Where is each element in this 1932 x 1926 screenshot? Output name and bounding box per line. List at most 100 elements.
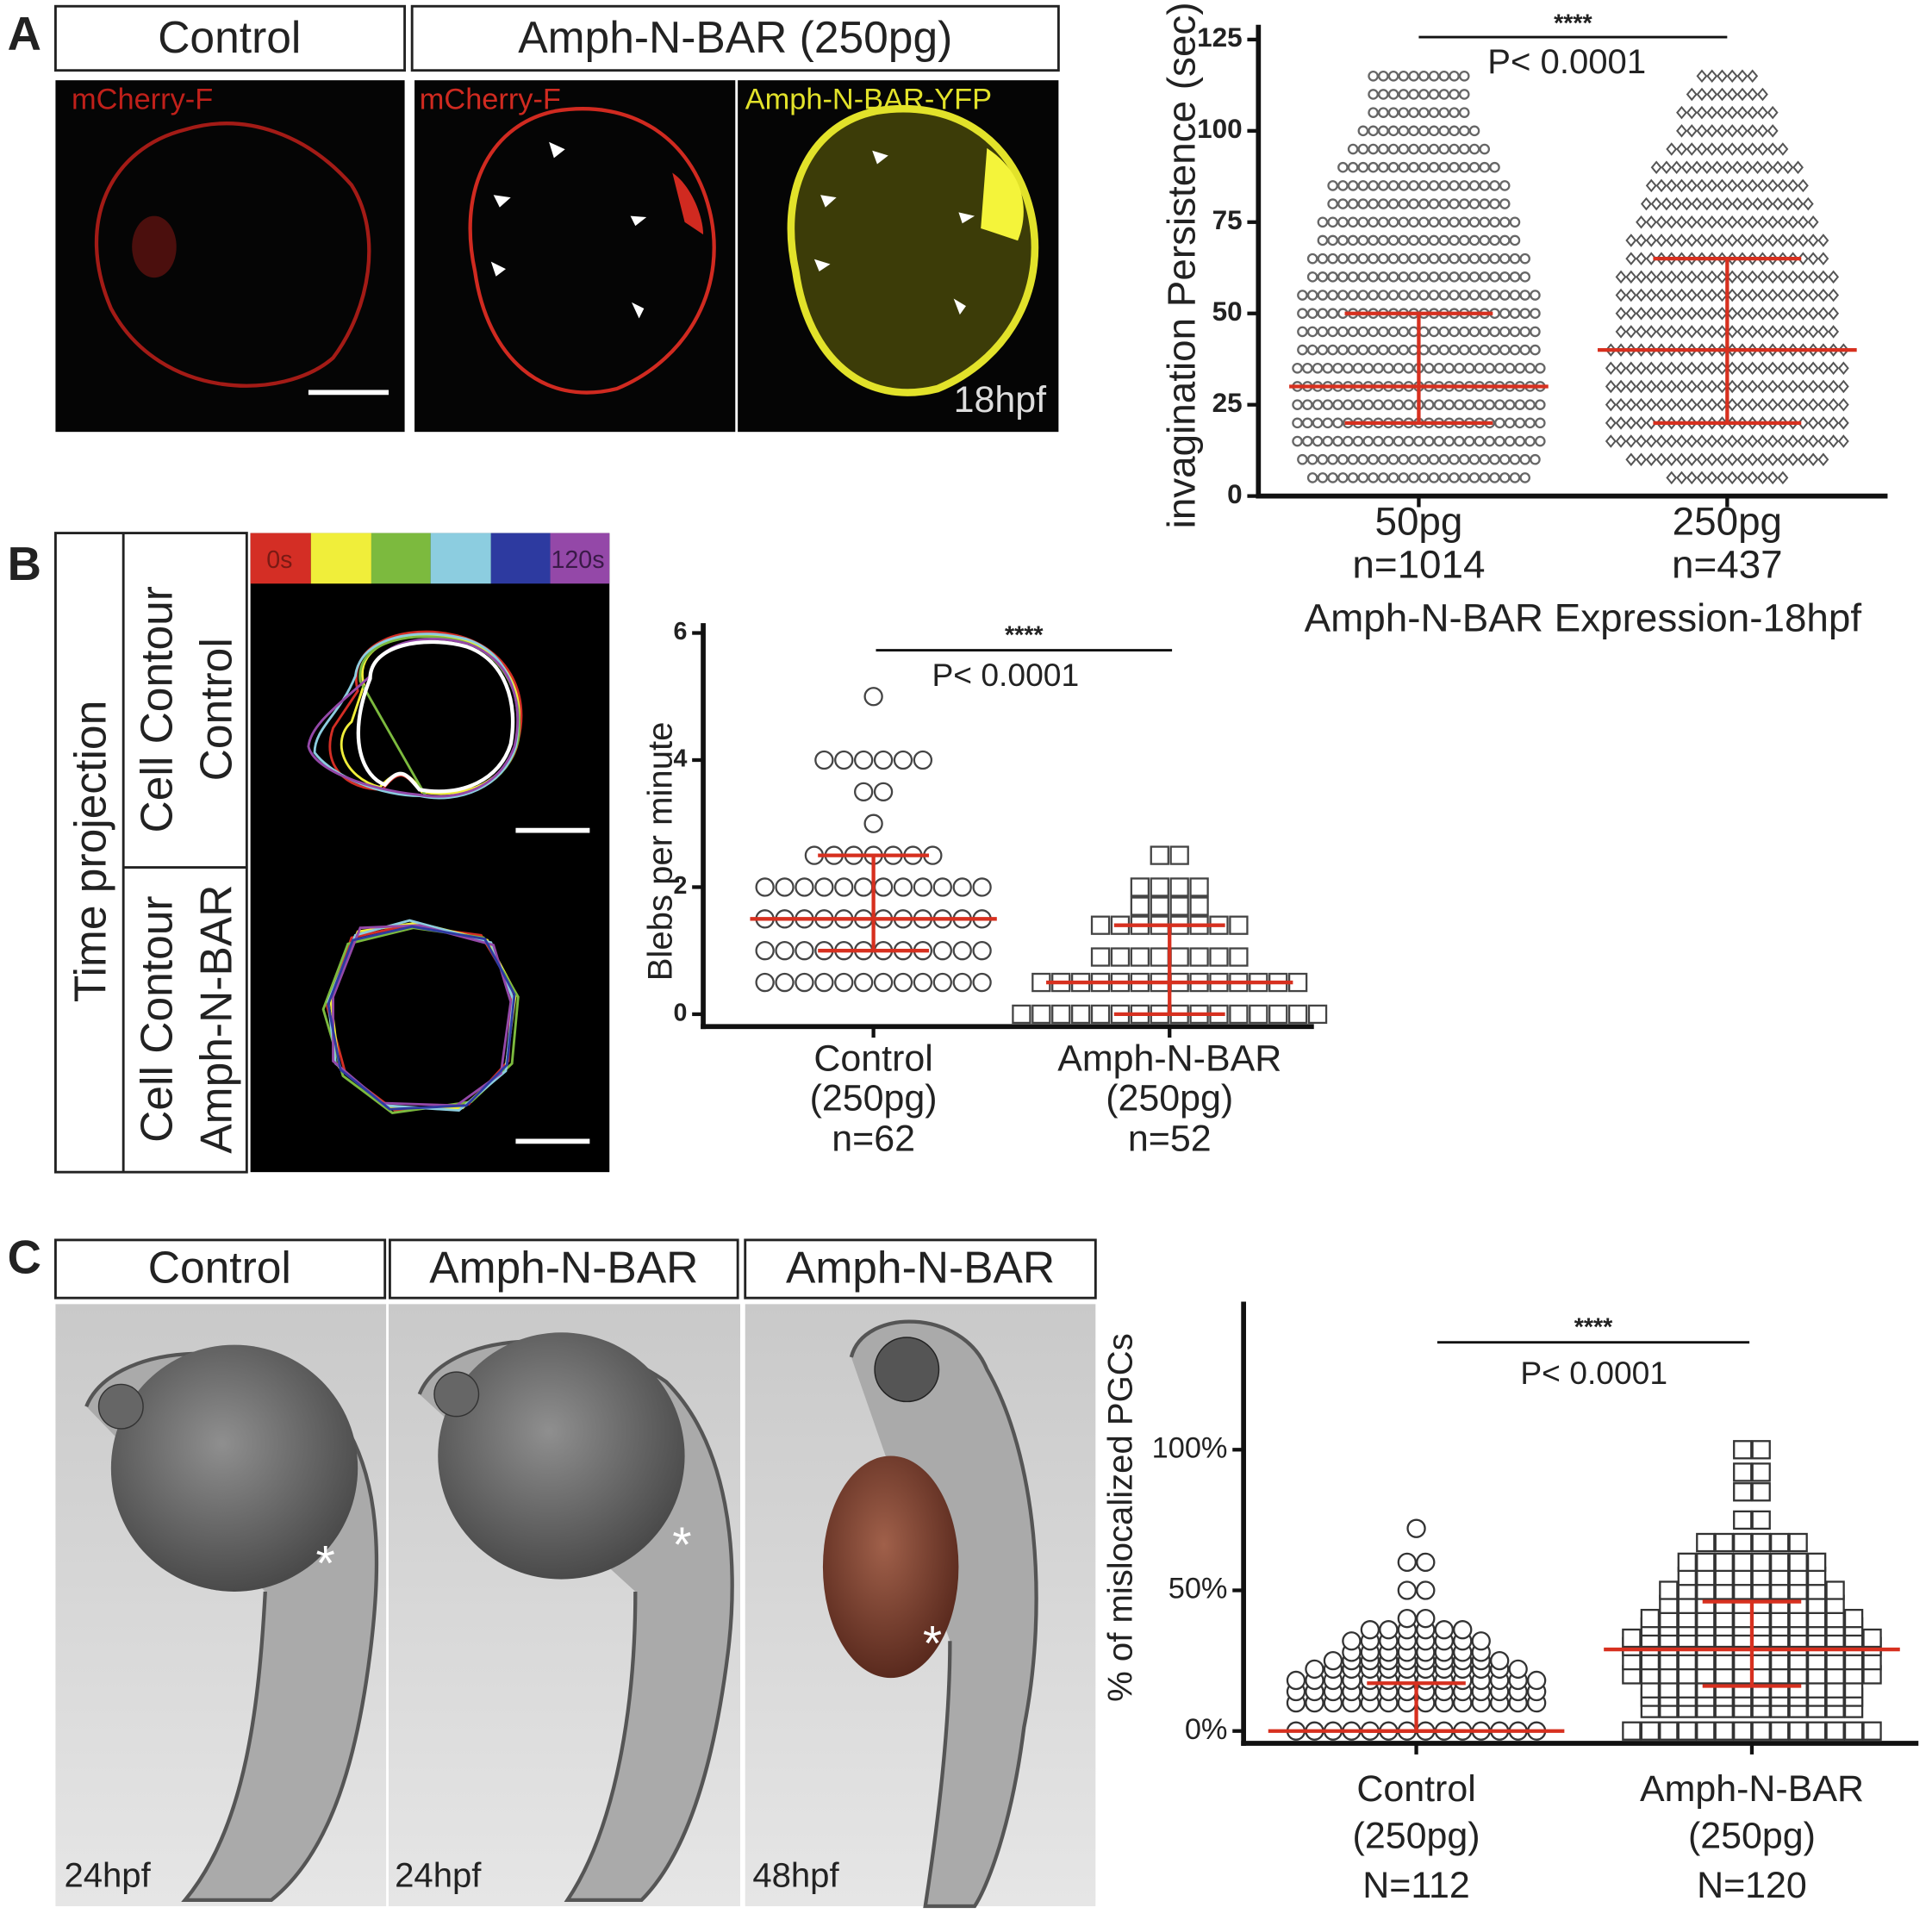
dot [1398, 180, 1410, 191]
dot-row [1605, 397, 1849, 412]
dot [1625, 361, 1637, 376]
dot [1458, 344, 1470, 356]
dot [1484, 362, 1495, 374]
dot [1249, 1004, 1268, 1025]
cell-outline [468, 107, 716, 395]
dot [1428, 326, 1440, 338]
dot [1615, 306, 1627, 321]
dot [1666, 452, 1678, 466]
dot [1777, 361, 1789, 376]
dot [1169, 947, 1189, 967]
dot-row [1150, 845, 1189, 865]
dot [1479, 252, 1491, 265]
dot [1297, 290, 1308, 301]
dot [1726, 379, 1738, 394]
dot [1317, 308, 1329, 320]
channel-label: mCherry-F [72, 84, 213, 116]
dot [1327, 252, 1338, 265]
dot [1686, 87, 1698, 102]
dot-row [1327, 198, 1511, 209]
dot [1416, 1552, 1436, 1573]
dot-row [863, 813, 883, 833]
dot [1428, 198, 1440, 209]
dot [1655, 434, 1667, 448]
dot [1387, 125, 1399, 137]
dot [1706, 142, 1718, 156]
dot [1666, 397, 1678, 412]
dot [1398, 252, 1410, 265]
dot [1090, 1004, 1111, 1025]
dot [1782, 196, 1794, 211]
dot [1468, 252, 1480, 265]
dot [1317, 344, 1329, 356]
dot [1494, 399, 1505, 410]
dot [972, 877, 992, 897]
dot [1701, 196, 1713, 211]
dot [1342, 362, 1354, 374]
dot [1398, 234, 1410, 246]
dot [1458, 70, 1470, 82]
dot [1777, 397, 1789, 412]
dot [1686, 124, 1698, 138]
dot [1645, 178, 1657, 193]
dot [1837, 434, 1849, 448]
dot [1438, 70, 1450, 82]
dot [1706, 306, 1718, 321]
dot [1519, 472, 1530, 483]
y-axis-label: Blebs per minute [641, 722, 679, 982]
dot [1342, 435, 1354, 447]
dot [1747, 434, 1759, 448]
dot [1736, 69, 1748, 84]
dot [1468, 216, 1480, 228]
dot [1714, 1721, 1734, 1741]
x-tick-label: n=437 [1672, 543, 1783, 587]
dot [1797, 234, 1809, 247]
dot-row [1327, 180, 1511, 191]
dot [1499, 344, 1511, 356]
dot [1357, 180, 1369, 191]
dot [1636, 379, 1648, 394]
dot [1777, 178, 1789, 193]
dot [1499, 308, 1511, 320]
dot-row [1397, 1552, 1436, 1573]
dot [1387, 70, 1399, 82]
dot [1509, 344, 1521, 356]
dot [1357, 125, 1369, 137]
dot [1458, 290, 1470, 301]
dot [1449, 271, 1460, 283]
dot [1706, 215, 1718, 229]
dot [1449, 70, 1460, 82]
dot [1387, 89, 1399, 100]
dot [1767, 234, 1779, 247]
dot [1828, 325, 1840, 339]
dot [1666, 361, 1678, 376]
dot [1337, 198, 1349, 209]
dot [1696, 124, 1708, 138]
dot [1747, 379, 1759, 394]
dot-row [1397, 1608, 1436, 1629]
dot [1676, 215, 1687, 229]
dot [1357, 271, 1369, 283]
dot [1726, 69, 1738, 84]
dot [1650, 196, 1662, 211]
dot [1489, 271, 1500, 283]
dot [1625, 452, 1637, 466]
dot [1489, 198, 1500, 209]
dot [1686, 105, 1698, 120]
dot [1645, 361, 1657, 376]
panel-c-images: Control Amph-N-BAR Amph-N-BAR * * * 24hp… [53, 1238, 1097, 1909]
dot [1509, 271, 1521, 283]
dot [1479, 143, 1491, 155]
dot [1468, 198, 1480, 209]
dot [1286, 1670, 1306, 1691]
dot-row [814, 750, 933, 770]
dot [1701, 160, 1713, 174]
dot [1661, 160, 1673, 174]
y-tick-label: 0% [1185, 1713, 1228, 1746]
dot [1398, 143, 1410, 155]
dot [814, 972, 834, 993]
dot [1666, 325, 1678, 339]
dot [1352, 362, 1364, 374]
time-color [250, 533, 311, 584]
dot [1696, 361, 1708, 376]
